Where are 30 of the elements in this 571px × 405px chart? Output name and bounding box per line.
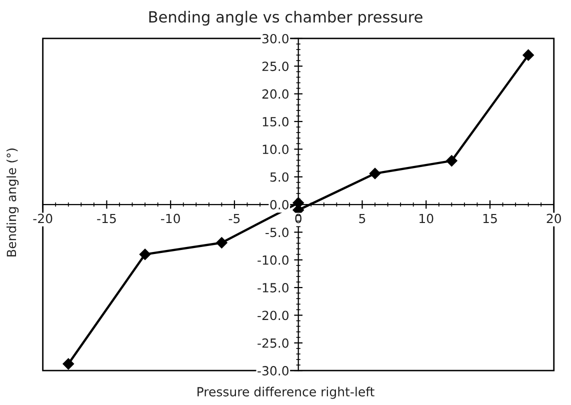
y-tick-label: 20.0 (262, 89, 288, 99)
point (62, 358, 74, 370)
x-tick-label: -20 (33, 214, 52, 224)
y-tick-label: -25.0 (258, 338, 288, 348)
y-tick-label: 0.0 (270, 200, 288, 210)
y-tick-label: 10.0 (262, 144, 288, 154)
y-tick-label: 25.0 (262, 62, 288, 72)
chart-title: Bending angle vs chamber pressure (149, 10, 422, 26)
x-tick-label: 20 (546, 214, 561, 224)
y-tick-label: 30.0 (262, 34, 288, 44)
x-tick-label: -15 (97, 214, 116, 224)
x-tick-label: 5 (359, 214, 366, 224)
x-axis-title: Pressure difference right-left (198, 386, 374, 399)
point (446, 155, 458, 166)
y-tick-label: 5.0 (270, 172, 288, 182)
y-tick-label: -15.0 (258, 283, 288, 292)
y-tick-label: -5.0 (266, 228, 288, 238)
point (139, 248, 151, 260)
y-axis-title: Bending angle (°) (6, 148, 19, 256)
y-tick-label: -30.0 (258, 366, 288, 376)
x-tick-label: -5 (228, 214, 240, 224)
point (522, 49, 534, 61)
y-tick-label: -20.0 (258, 310, 288, 320)
x-tick-label: 10 (420, 214, 434, 224)
point (216, 237, 228, 248)
point (369, 168, 381, 180)
y-tick-label: 15.0 (262, 116, 288, 126)
x-tick-label: -10 (160, 214, 180, 224)
y-tick-label: -10.0 (258, 255, 288, 265)
x-tick-label: 15 (483, 214, 497, 224)
